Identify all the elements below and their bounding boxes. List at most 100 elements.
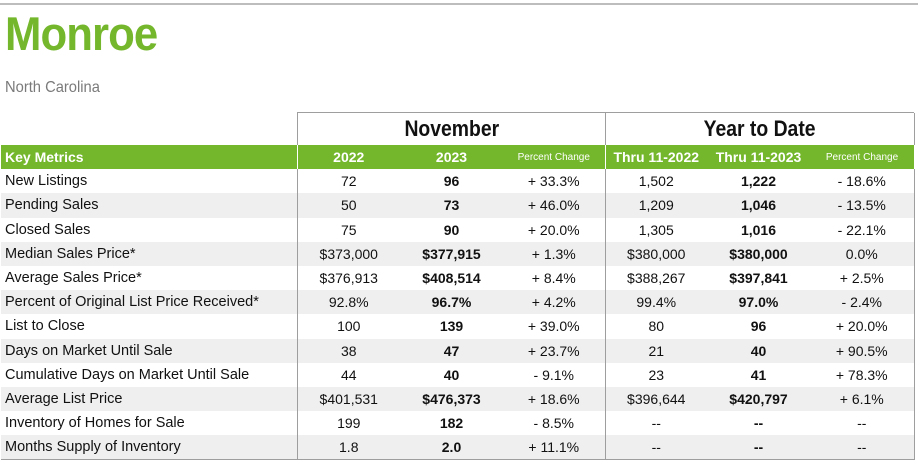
- cell-2023: 47: [443, 342, 460, 359]
- cell-2023: 182: [439, 415, 464, 432]
- cell-percent-change: + 11.1%: [503, 435, 605, 461]
- cell-ytd-2022: --: [604, 411, 707, 436]
- col-header-key-metrics: Key Metrics: [5, 149, 84, 166]
- cell-2023: 96: [443, 173, 460, 190]
- cell-ytd-2022: 23: [604, 362, 707, 387]
- cell-percent-change: + 39.0%: [527, 318, 580, 335]
- cell-2022: $373,000: [296, 241, 400, 266]
- cell-ytd-2022: 1,209: [604, 193, 707, 218]
- cell-percent-change: - 9.1%: [533, 366, 574, 383]
- table-row: Average Sales Price* $376,913 $408,514 + 8.…: [1, 265, 915, 291]
- page-title: Monroe: [5, 7, 158, 60]
- cell-2022: $376,913: [296, 265, 400, 291]
- cell-ytd-percent-change: - 13.5%: [810, 193, 915, 218]
- cell-ytd-2023: $397,841: [729, 270, 788, 287]
- row-label: Pending Sales: [5, 197, 99, 214]
- cell-ytd-2022: $388,267: [604, 265, 707, 291]
- cell-ytd-2023: 41: [750, 366, 767, 383]
- cell-2022: 100: [296, 314, 400, 339]
- cell-percent-change: + 18.6%: [527, 390, 580, 407]
- cell-ytd-2023: 40: [750, 342, 767, 359]
- cell-2023: 139: [439, 318, 464, 335]
- top-rule: [0, 3, 918, 5]
- table-row: New Listings 72 96 + 33.3% 1,502 1,222 - 18.6%: [1, 169, 915, 194]
- row-label: Inventory of Homes for Sale: [5, 415, 185, 432]
- cell-2022: 38: [296, 338, 400, 363]
- cell-2023: 2.0: [400, 435, 503, 461]
- cell-percent-change: + 8.4%: [531, 270, 576, 287]
- cell-ytd-percent-change: + 78.3%: [810, 362, 915, 387]
- cell-2022: 72: [296, 169, 400, 194]
- table-header-row: Key Metrics 2022 2023 Percent Change Thr…: [1, 145, 914, 170]
- cell-2023: 96.7%: [431, 294, 472, 311]
- group-ytd-label: Year to Date: [704, 116, 816, 141]
- row-label: Closed Sales: [5, 221, 91, 238]
- cell-ytd-percent-change: - 22.1%: [810, 217, 915, 242]
- cell-percent-change: + 20.0%: [527, 221, 580, 238]
- cell-ytd-2023: 1,222: [740, 173, 777, 190]
- table-row: Pending Sales 50 73 + 46.0% 1,209 1,046 - 13.5…: [1, 193, 915, 218]
- cell-percent-change: + 46.0%: [527, 197, 580, 214]
- table-row: Days on Market Until Sale 38 47 + 23.7% 21 40…: [1, 338, 915, 363]
- col-header-percent-change: Percent Change: [517, 151, 590, 163]
- cell-ytd-2023: 97.0%: [738, 294, 779, 311]
- column-group-header: November Year to Date: [297, 112, 915, 145]
- cell-ytd-2023: 1,046: [740, 197, 777, 214]
- cell-ytd-2022: --: [604, 435, 707, 461]
- metrics-table: Key Metrics 2022 2023 Percent Change Thr…: [1, 145, 915, 461]
- cell-ytd-2022: $396,644: [604, 386, 707, 412]
- cell-2023: $408,514: [422, 270, 481, 287]
- cell-ytd-2023: --: [707, 435, 810, 461]
- cell-2023: $476,373: [422, 390, 481, 407]
- cell-2022: 199: [296, 411, 400, 436]
- col-header-2023: 2023: [435, 149, 468, 166]
- cell-ytd-percent-change: - 2.4%: [810, 290, 915, 315]
- row-label: Days on Market Until Sale: [5, 342, 173, 359]
- row-label: Average Sales Price*: [5, 270, 142, 287]
- cell-percent-change: + 23.7%: [527, 342, 580, 359]
- cell-2022: 50: [296, 193, 400, 218]
- table-row: Months Supply of Inventory 1.8 2.0 + 11.1% -…: [1, 435, 915, 461]
- cell-ytd-percent-change: 0.0%: [810, 241, 915, 266]
- row-label: New Listings: [5, 173, 88, 190]
- row-label: Median Sales Price*: [5, 245, 136, 262]
- cell-2022: 75: [296, 217, 400, 242]
- cell-ytd-percent-change: + 20.0%: [810, 314, 915, 339]
- row-label: List to Close: [5, 318, 85, 335]
- cell-2023: 90: [443, 221, 460, 238]
- cell-2022: 1.8: [296, 435, 400, 461]
- cell-ytd-2023: 96: [750, 318, 767, 335]
- cell-ytd-percent-change: --: [810, 411, 915, 436]
- cell-percent-change: - 8.5%: [533, 415, 574, 432]
- cell-ytd-percent-change: + 6.1%: [810, 386, 915, 412]
- table-row: List to Close 100 139 + 39.0% 80 96 + 20.0%: [1, 314, 915, 339]
- col-header-ytd-percent-change: Percent Change: [825, 151, 899, 163]
- group-ytd: Year to Date: [605, 113, 915, 145]
- cell-ytd-2023: $420,797: [729, 390, 788, 407]
- table-row: Closed Sales 75 90 + 20.0% 1,305 1,016 - 22.1%: [1, 217, 915, 242]
- col-header-ytd-2022: Thru 11-2022: [604, 145, 707, 170]
- cell-ytd-2023: 1,016: [740, 221, 777, 238]
- row-label: Cumulative Days on Market Until Sale: [5, 366, 250, 383]
- cell-ytd-2022: 99.4%: [604, 290, 707, 315]
- cell-2022: 92.8%: [296, 290, 400, 315]
- cell-percent-change: + 1.3%: [531, 245, 576, 262]
- cell-ytd-2022: $380,000: [604, 241, 707, 266]
- row-label: Months Supply of Inventory: [1, 435, 297, 461]
- col-header-ytd-2023: Thru 11-2023: [715, 149, 802, 166]
- cell-ytd-2022: 1,305: [604, 217, 707, 242]
- table-row: Average List Price $401,531 $476,373 + 18.6…: [1, 386, 915, 412]
- cell-ytd-percent-change: - 18.6%: [810, 169, 915, 194]
- cell-ytd-2023: --: [753, 415, 764, 432]
- table-row: Percent of Original List Price Received*…: [1, 290, 915, 315]
- cell-ytd-percent-change: + 2.5%: [810, 265, 915, 291]
- row-label: Average List Price: [5, 390, 123, 407]
- cell-2023: $377,915: [422, 245, 481, 262]
- cell-2022: 44: [296, 362, 400, 387]
- cell-percent-change: + 33.3%: [527, 173, 580, 190]
- row-label: Percent of Original List Price Received*: [5, 294, 259, 311]
- page-subtitle: North Carolina: [5, 79, 100, 96]
- cell-ytd-percent-change: --: [810, 435, 915, 461]
- group-month: November: [297, 113, 606, 145]
- table-row: Cumulative Days on Market Until Sale 44 40…: [1, 362, 915, 387]
